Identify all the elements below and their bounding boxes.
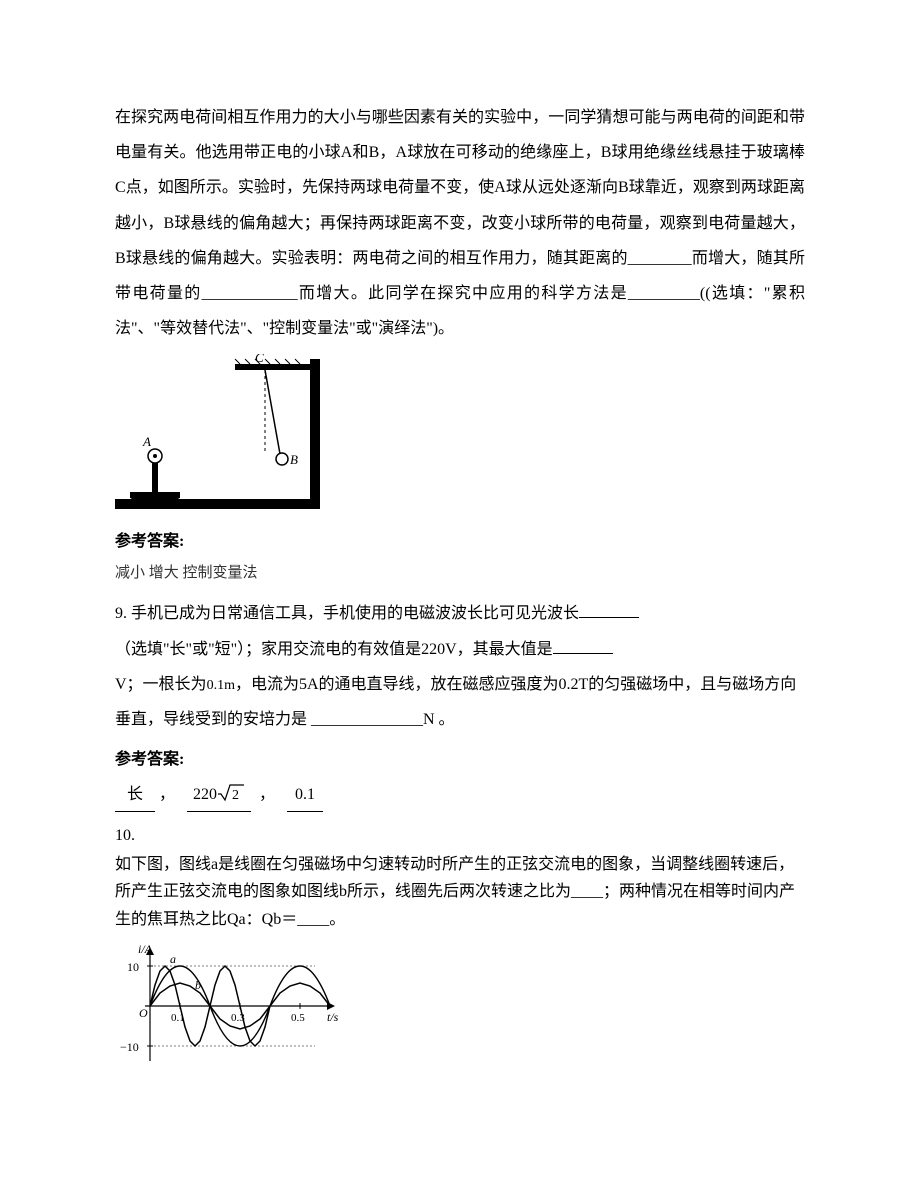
- q9-ans2-prefix: 220: [193, 786, 217, 803]
- label-c: C: [255, 354, 264, 365]
- q9-ans1: 长: [115, 779, 155, 812]
- q9-length: 0.1m: [207, 678, 235, 693]
- label-b: B: [290, 452, 298, 467]
- q9-text3a: V；一根长为: [115, 676, 207, 693]
- q10-chart: 10 −10 0.1 0.3 0.5 i/A t/s O a b: [115, 941, 805, 1081]
- sqrt-icon: 2: [217, 779, 245, 811]
- q9-answer: 长 ， 220 2 ， 0.1: [115, 779, 805, 812]
- q8-paragraph: 在探究两电荷间相互作用力的大小与哪些因素有关的实验中，一同学猜想可能与两电荷的间…: [115, 100, 805, 346]
- curve-b-label: b: [195, 978, 201, 992]
- x-axis-label: t/s: [327, 1010, 339, 1024]
- q8-answer: 减小 增大 控制变量法: [115, 561, 805, 582]
- apparatus-diagram-svg: C B A: [115, 354, 325, 514]
- ytick-neg10: −10: [120, 1040, 139, 1054]
- curve-a-label: a: [170, 952, 176, 966]
- q9-answer-header: 参考答案:: [115, 745, 805, 769]
- sine-chart-svg: 10 −10 0.1 0.3 0.5 i/A t/s O a b: [115, 941, 345, 1076]
- q9-blank2: [553, 634, 613, 653]
- ytick-10: 10: [127, 960, 139, 974]
- q8-answer-header: 参考答案:: [115, 527, 805, 551]
- q10-number: 10.: [115, 822, 805, 849]
- q9-text2: （选填"长"或"短"）；家用交流电的有效值是220V，其最大值是: [115, 641, 553, 658]
- q9-sep1: ，: [159, 786, 175, 803]
- q9-sep2: ，: [259, 786, 275, 803]
- q8-diagram: C B A: [115, 354, 805, 519]
- origin-label: O: [139, 1006, 148, 1020]
- q10-paragraph: 如下图，图线a是线圈在匀强磁场中匀速转动时所产生的正弦交流电的图象，当调整线圈转…: [115, 851, 805, 933]
- q9-ans3: 0.1: [287, 779, 323, 812]
- q9-number: 9.: [115, 605, 127, 622]
- q9-line1: 9. 手机已成为日常通信工具，手机使用的电磁波波长比可见光波长: [115, 596, 805, 631]
- y-axis-label: i/A: [138, 942, 153, 956]
- svg-text:2: 2: [232, 788, 239, 802]
- q9-line3: V；一根长为0.1m，电流为5A的通电直导线，放在磁感应强度为0.2T的匀强磁场…: [115, 667, 805, 737]
- xtick-2: 0.5: [291, 1012, 305, 1024]
- label-a: A: [142, 434, 151, 449]
- q9-blank1: [579, 599, 639, 618]
- q9-text1a: 手机已成为日常通信工具，手机使用的电磁波波长比可见光波长: [131, 605, 579, 622]
- q9-line2: （选填"长"或"短"）；家用交流电的有效值是220V，其最大值是: [115, 632, 805, 667]
- q9-ans2: 220 2: [187, 779, 251, 812]
